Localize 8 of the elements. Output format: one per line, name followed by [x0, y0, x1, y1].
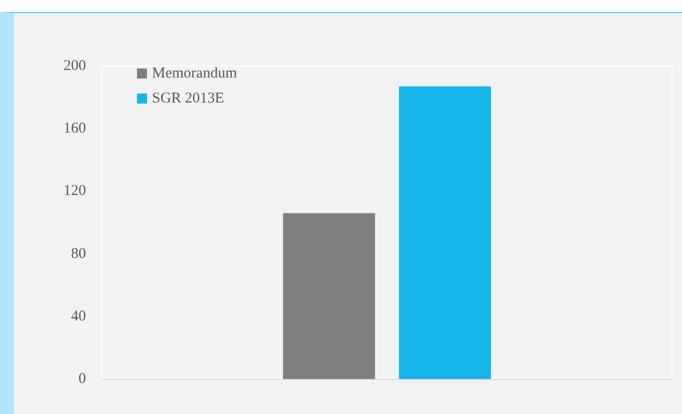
- y-tick-label: 120: [64, 183, 86, 200]
- y-tick-label: 40: [71, 308, 86, 324]
- y-tick-label: 200: [64, 58, 86, 74]
- legend-label: SGR 2013E: [152, 90, 224, 106]
- y-tick-label: 160: [64, 120, 86, 137]
- y-tick-label: 0: [78, 371, 86, 387]
- legend-label: Memorandum: [152, 66, 238, 82]
- y-tick-label: 80: [71, 246, 86, 262]
